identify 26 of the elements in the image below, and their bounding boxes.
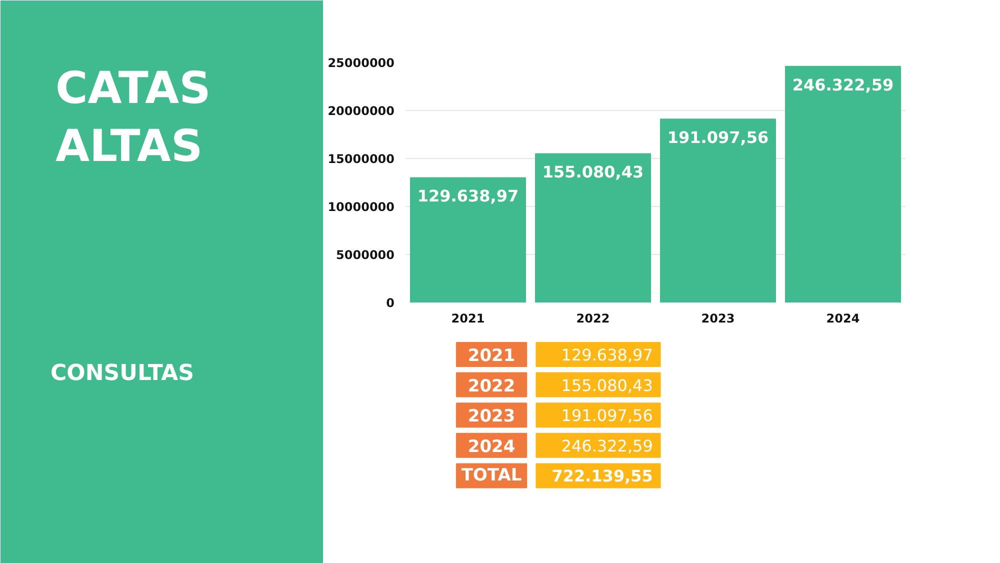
text: CATAS ALTAS bbox=[56, 63, 211, 172]
annotation: 191.097,56 bbox=[667, 128, 769, 148]
y-tick-label: 25000000 bbox=[328, 56, 394, 70]
category-label: 2021 bbox=[468, 346, 516, 366]
text: 155.080,43 bbox=[561, 376, 653, 395]
x-tick-label: 2023 bbox=[701, 312, 735, 326]
category-label: 2024 bbox=[468, 436, 516, 457]
y-tick-label: 10000000 bbox=[328, 200, 394, 214]
category-label: 2023 bbox=[468, 406, 516, 427]
x-tick-label: 2021 bbox=[451, 312, 485, 326]
y-tick-label: 0 bbox=[386, 296, 395, 310]
annotation: 129.638,97 bbox=[417, 186, 519, 206]
category-label: 2022 bbox=[468, 376, 516, 396]
x-tick-label: 2024 bbox=[826, 312, 860, 326]
y-tick-label: 5000000 bbox=[336, 248, 395, 262]
text: 191.097,56 bbox=[561, 406, 653, 426]
text: CONSULTAS bbox=[50, 361, 194, 386]
text: 246.322,59 bbox=[561, 436, 653, 456]
annotation: 155.080,43 bbox=[542, 162, 644, 182]
y-tick-label: 20000000 bbox=[328, 104, 394, 118]
y-tick-label: 15000000 bbox=[328, 152, 394, 166]
text: TOTAL bbox=[461, 466, 522, 486]
text: 129.638,97 bbox=[561, 346, 653, 364]
annotation: 246.322,59 bbox=[792, 75, 894, 94]
text: 722.139,55 bbox=[552, 466, 653, 486]
x-tick-label: 2022 bbox=[576, 312, 610, 326]
